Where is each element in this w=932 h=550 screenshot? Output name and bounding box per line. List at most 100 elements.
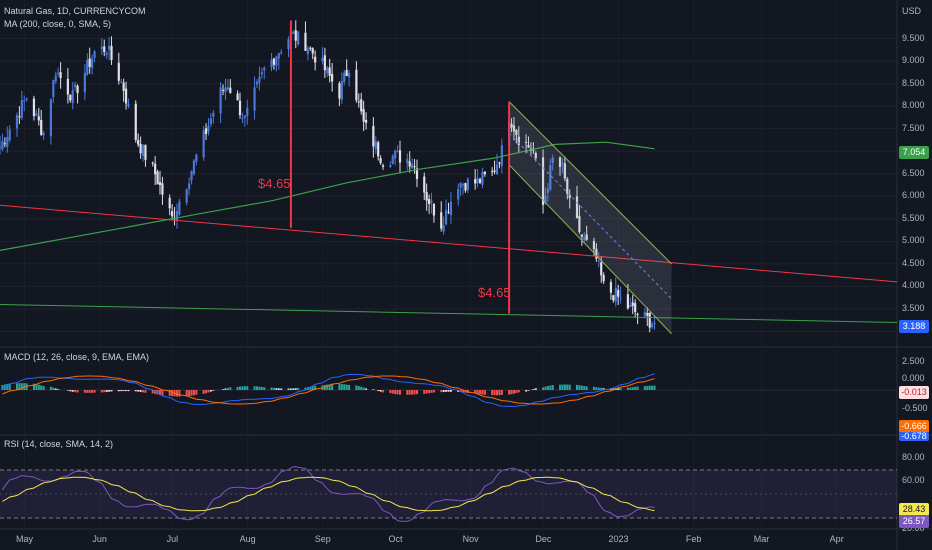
candle [476,169,479,188]
candle [3,137,6,148]
candle [617,284,620,305]
annotation-label-1: $4.65 [258,176,291,191]
candle [297,31,300,47]
candle [187,177,191,196]
candle [549,158,552,192]
descending-channel [508,101,672,335]
candle [40,109,43,136]
candle [110,36,113,65]
candle [459,182,462,196]
candle [643,307,646,319]
rsi-ma-tag: 28.43 [899,503,929,516]
candle [134,100,137,143]
time-axis-label: Feb [685,534,702,544]
candle [527,136,530,148]
candle [609,279,613,300]
price-tick-label: 7.500 [902,122,925,133]
rsi-pane [0,466,897,522]
candle [372,117,375,158]
ma-200-line [0,141,655,251]
candle [425,183,428,211]
price-tick-label: 5.500 [902,212,925,223]
candle [91,54,94,75]
time-axis-label: Aug [239,534,256,544]
price-tick-label: 4.500 [902,257,925,268]
candle [93,49,96,63]
candle [483,171,486,177]
candle [20,90,23,121]
candle [270,52,273,72]
candle [561,158,564,174]
candle [229,79,232,94]
candle [558,156,562,176]
candle [263,65,266,80]
price-pane [0,20,898,335]
candle [442,216,445,235]
candle [578,204,581,234]
candle [292,30,295,34]
chart-title[interactable]: Natural Gas, 1D, CURRENCYCOM [4,6,146,16]
candle [258,66,261,91]
candle [255,79,259,88]
macd-line-tag: -0.678 [899,432,929,441]
candle [156,169,159,185]
price-tick-label: 3.500 [902,302,925,313]
candle [646,307,649,326]
rsi-line [1,466,655,522]
candle [326,65,329,78]
candle [209,113,213,127]
time-axis-label: Oct [388,534,403,544]
candle [464,182,467,193]
ma-value-tag: 7.054 [899,146,929,159]
time-axis-label: 2023 [608,534,629,544]
macd-hist-tag: -0.013 [899,386,929,399]
rsi-value-tag: 26.57 [899,515,929,528]
candle [178,198,181,216]
candle [120,78,123,84]
candle [444,199,448,226]
candle [25,97,28,102]
price-tick-label: 8.500 [902,77,925,88]
candle [321,47,324,65]
candle [304,21,307,51]
candle [323,47,326,79]
rsi-tick-80: 80.00 [902,452,925,462]
rsi-tick-20: 20.00 [902,523,925,533]
macd-tick-2: 0.000 [902,373,925,383]
candle [374,136,377,155]
candle [612,294,615,303]
candle [195,153,198,166]
candle [37,107,40,126]
candle [331,63,334,92]
candle [23,95,26,112]
candle [243,115,246,127]
candle [398,140,402,174]
price-tick-label: 9.500 [902,32,925,43]
macd-legend[interactable]: MACD (12, 26, close, 9, EMA, EMA) [4,352,150,362]
candle [457,183,460,206]
candle [510,118,513,133]
candle [0,135,2,155]
candle [202,125,205,161]
candle [541,149,545,214]
candle [272,57,276,70]
rsi-ma-line [2,476,655,512]
ma-legend[interactable]: MA (200, close, 0, SMA, 5) [4,19,112,29]
time-axis-label: Jul [166,534,179,544]
candle [175,203,179,229]
candle [634,299,637,318]
candle [32,95,36,121]
candle [512,116,516,141]
rsi-band [0,470,897,518]
candle [49,98,53,145]
candle [221,84,225,96]
time-axis-label: Mar [753,534,770,544]
candle [294,20,297,49]
candle [481,167,484,188]
candle [595,243,598,262]
candle [105,51,108,59]
rsi-legend[interactable]: RSI (14, close, SMA, 14, 2) [4,439,114,449]
candle [124,81,128,110]
